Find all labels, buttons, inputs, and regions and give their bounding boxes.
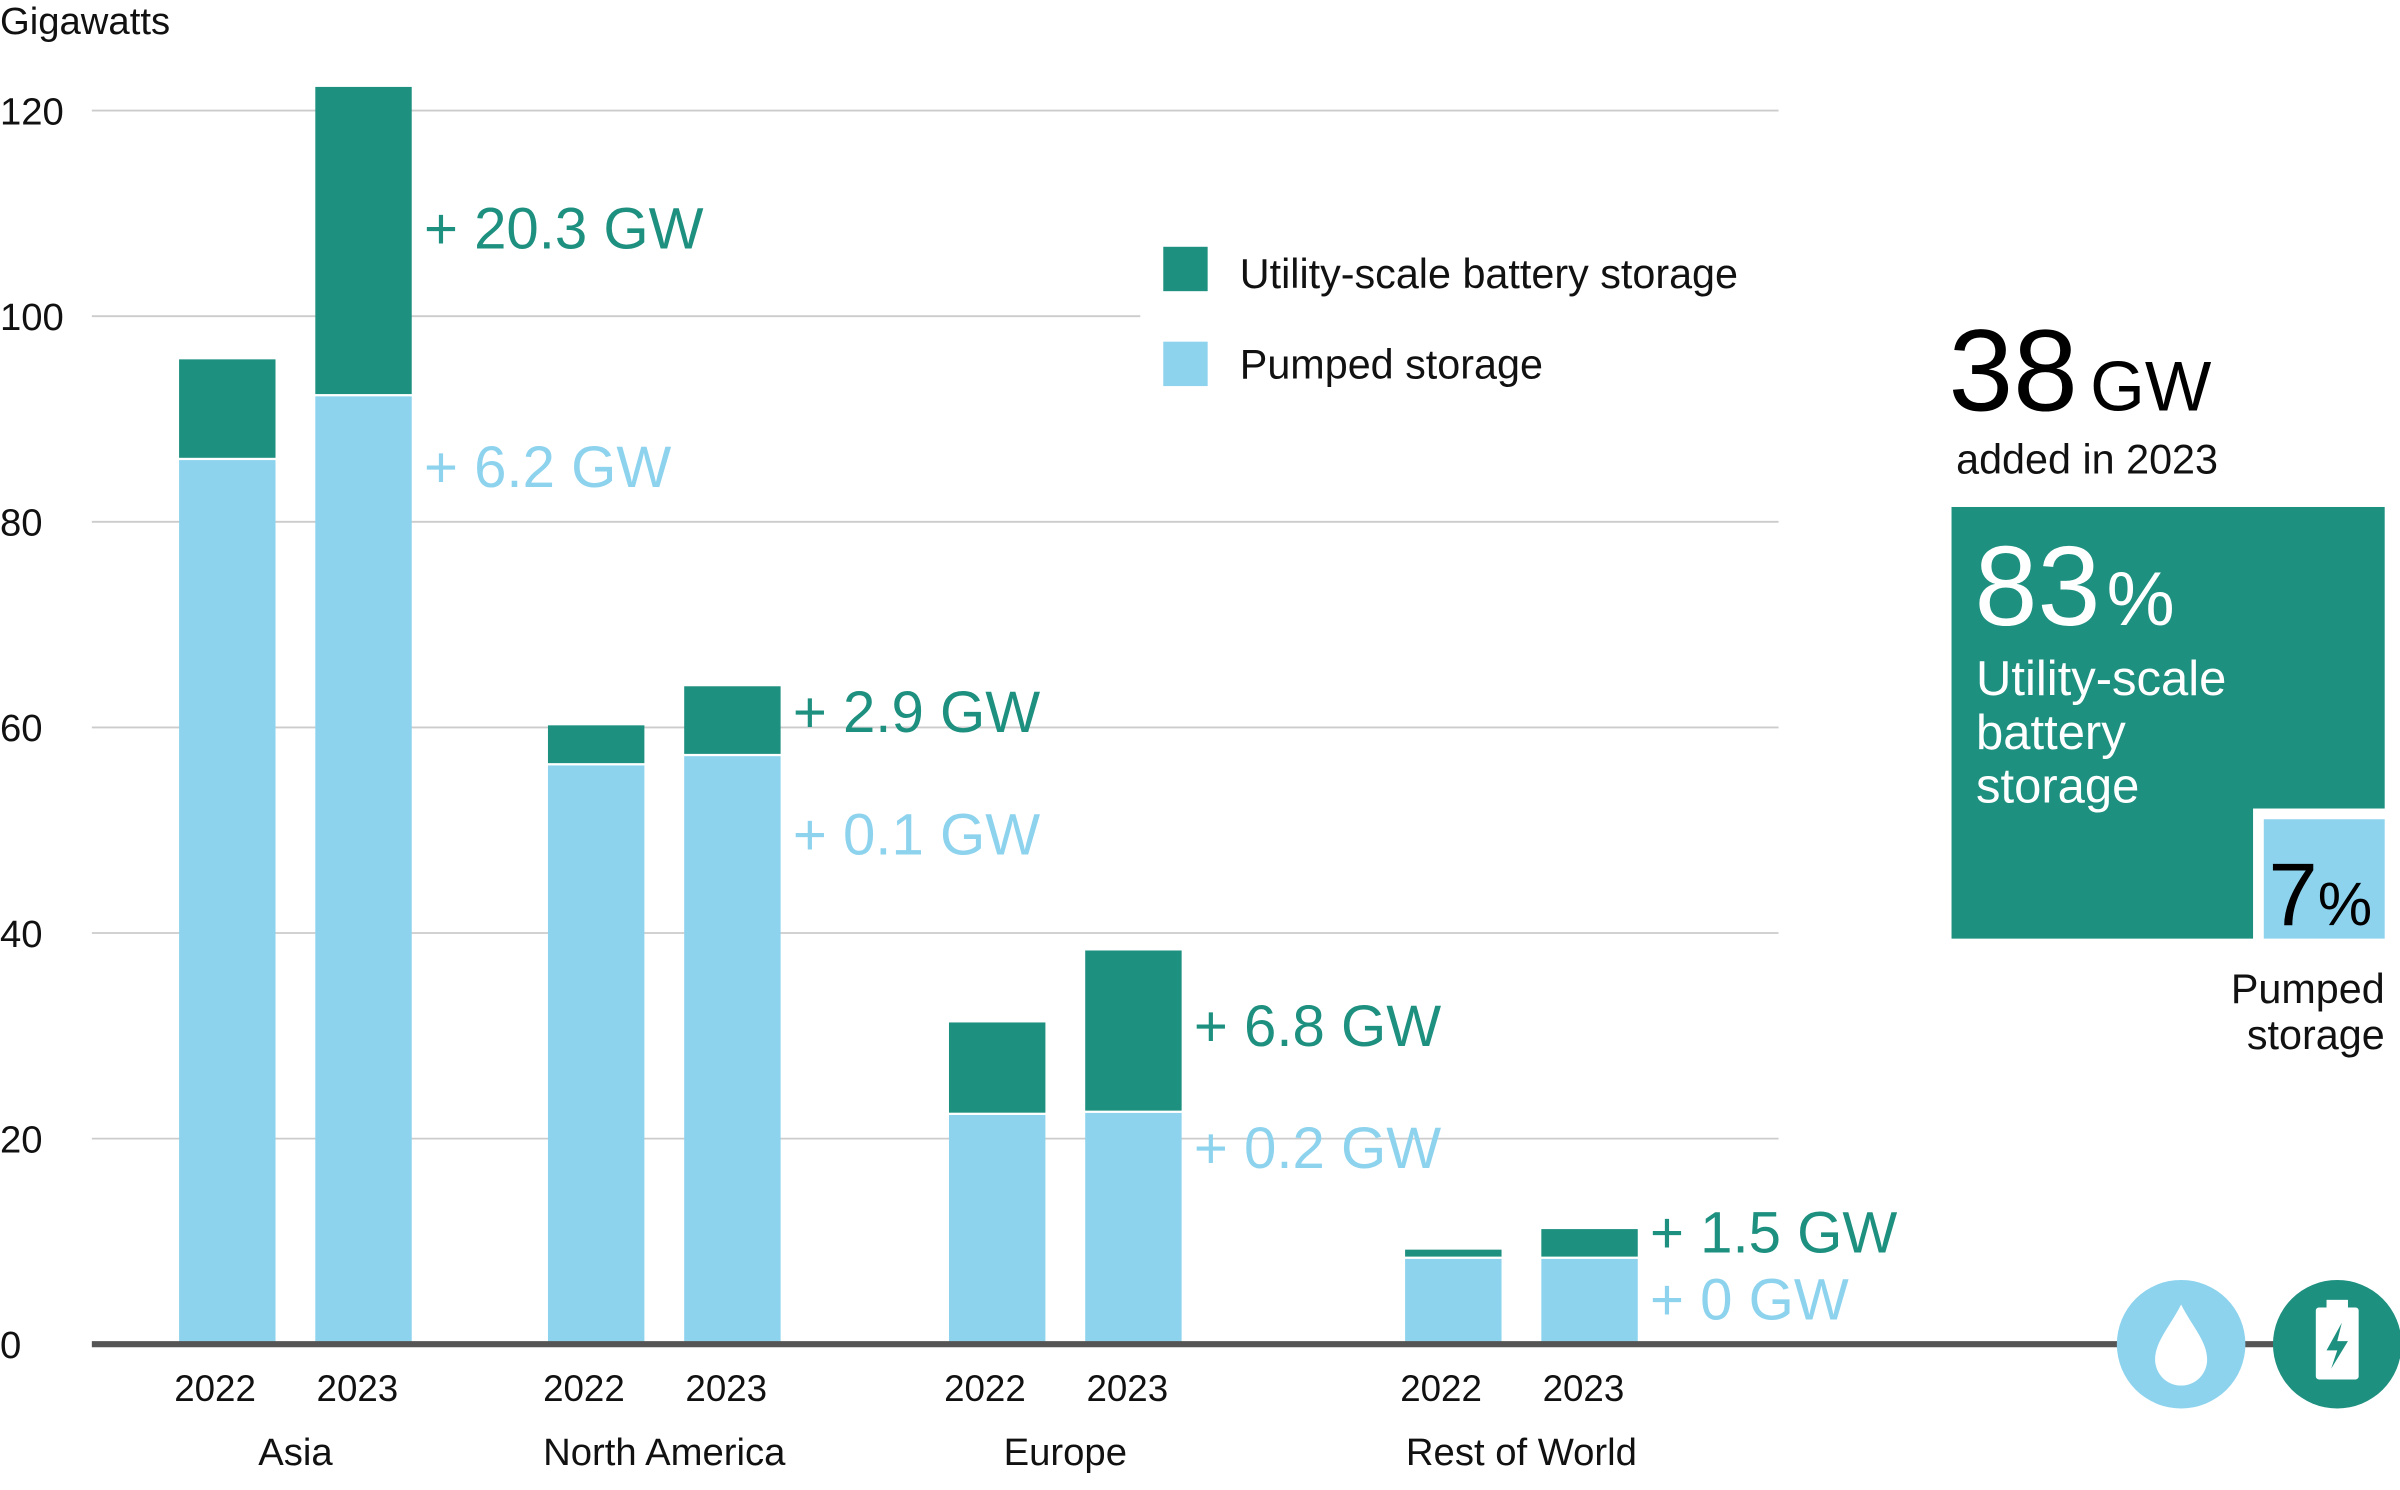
bar-battery: [1405, 1249, 1502, 1257]
y-tick-label: 0: [0, 1324, 21, 1367]
pumped-share-label-1: Pumped: [2231, 966, 2385, 1012]
bar-battery: [948, 1022, 1046, 1113]
pumped-share-label-2: storage: [2247, 1012, 2385, 1058]
battery-share-label-1: Utility-scale: [1976, 652, 2226, 706]
x-tick-year: 2023: [685, 1368, 767, 1409]
battery-added-label: + 20.3 GW: [424, 196, 704, 261]
y-tick-label: 80: [0, 502, 43, 545]
battery-share-pct: %: [2107, 557, 2175, 642]
x-tick-year: 2022: [1400, 1368, 1482, 1409]
pumped-added-label: + 0.1 GW: [793, 802, 1040, 867]
y-tick-label: 120: [0, 90, 64, 133]
pumped-added-label: + 0 GW: [1650, 1268, 1849, 1333]
battery-charging-icon: [2272, 1279, 2400, 1409]
bar-pumped: [684, 756, 781, 1345]
battery-share-label-2: battery: [1976, 706, 2126, 760]
legend: Utility-scale battery storage Pumped sto…: [1163, 246, 1738, 387]
bar-pumped: [1541, 1258, 1638, 1345]
legend-label-battery: Utility-scale battery storage: [1240, 251, 1738, 297]
bar-pumped: [1085, 1112, 1182, 1345]
bar-pumped: [315, 396, 412, 1345]
pumped-share-value: 7: [2268, 845, 2317, 944]
pumped-share: 7%: [2268, 845, 2372, 944]
bar-battery: [547, 725, 645, 764]
y-axis-label: Gigawatts: [0, 0, 170, 43]
legend-label-pumped: Pumped storage: [1240, 341, 1543, 387]
battery-share-label-3: storage: [1976, 759, 2139, 813]
legend-swatch-pumped: [1163, 341, 1208, 387]
bar-battery: [1085, 950, 1182, 1111]
pumped-added-label: + 6.2 GW: [424, 435, 671, 500]
y-tick-label: 20: [0, 1118, 43, 1161]
y-tick-label: 60: [0, 707, 43, 750]
bar-battery: [1541, 1229, 1638, 1257]
bars: [179, 86, 1638, 1345]
y-tick-label: 40: [0, 913, 43, 956]
bar-battery: [684, 686, 781, 754]
x-tick-year: 2023: [1086, 1368, 1168, 1409]
water-drop-icon: [2116, 1279, 2246, 1409]
pumped-share-box: [2263, 819, 2385, 939]
labels: 0 20 40 60 80 100 120 2022 2023 Asia + 20.3 GW + 6.…: [0, 90, 1897, 1474]
x-tick-year: 2022: [944, 1368, 1026, 1409]
x-tick-year: 2022: [543, 1368, 625, 1409]
battery-added-label: + 1.5 GW: [1650, 1200, 1897, 1265]
total-caption: added in 2023: [1956, 436, 2218, 482]
x-tick-year: 2023: [317, 1368, 399, 1409]
bar-pumped: [547, 765, 645, 1345]
region-label: Asia: [258, 1431, 333, 1474]
total-unit: GW: [2090, 347, 2212, 426]
region-label: Europe: [1004, 1431, 1127, 1474]
total-value: 38: [1948, 306, 2077, 436]
battery-share: 83%: [1974, 523, 2174, 650]
bar-pumped: [948, 1114, 1046, 1345]
y-tick-label: 100: [0, 296, 64, 339]
battery-added-label: + 2.9 GW: [793, 680, 1040, 745]
bar-pumped: [179, 460, 276, 1345]
total-added: 38 GW: [1948, 306, 2211, 436]
bar-battery: [315, 86, 412, 395]
summary-panel: 38 GW added in 2023 83% Utility-scale bat…: [1948, 306, 2388, 1058]
battery-share-value: 83: [1974, 523, 2100, 650]
region-label: Rest of World: [1406, 1431, 1637, 1474]
pumped-share-pct: %: [2318, 870, 2372, 938]
legend-swatch-battery: [1163, 246, 1208, 292]
x-tick-year: 2022: [174, 1368, 256, 1409]
bar-battery: [179, 359, 276, 458]
bar-pumped: [1405, 1258, 1502, 1345]
x-tick-year: 2023: [1543, 1368, 1625, 1409]
region-label: North America: [543, 1431, 786, 1474]
pumped-added-label: + 0.2 GW: [1194, 1116, 1441, 1181]
battery-added-label: + 6.8 GW: [1194, 994, 1441, 1059]
